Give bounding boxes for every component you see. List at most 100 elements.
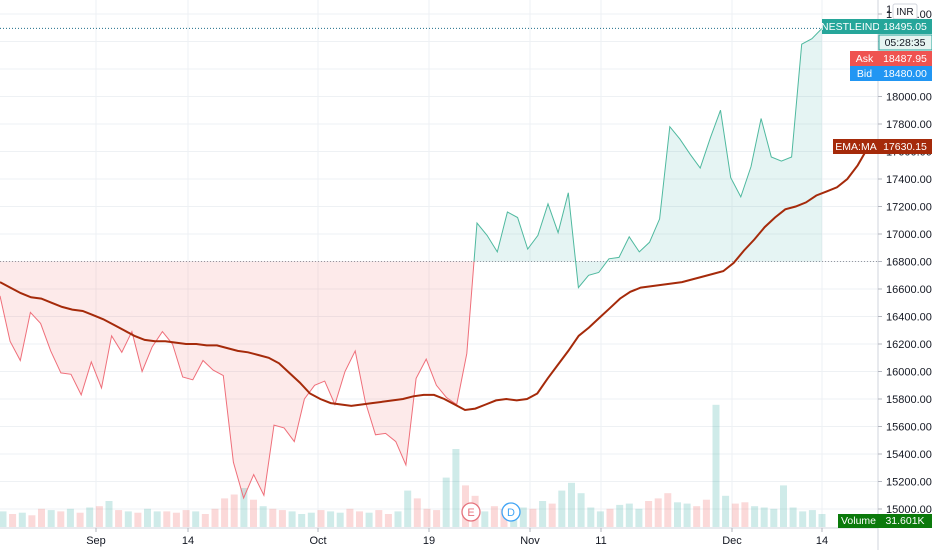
price-tick-label: 16600.00 [886, 284, 932, 296]
price-tick-label: 18000.00 [886, 92, 932, 104]
volume-bar [712, 404, 720, 527]
volume-bar [172, 512, 180, 527]
volume-bar [654, 498, 662, 527]
volume-bar [674, 502, 681, 527]
currency-label: INR [896, 7, 913, 18]
volume-bar [596, 511, 604, 527]
price-tick-label: 15800.00 [886, 394, 932, 406]
volume-bar [818, 514, 826, 527]
volume-bar [606, 508, 614, 527]
volume-bar [124, 511, 132, 527]
volume-bar [664, 493, 672, 527]
volume-bar [201, 514, 209, 527]
ema-tag-value: 17630.15 [883, 141, 927, 153]
volume-tag-label-box [838, 514, 879, 528]
volume-bar [625, 503, 633, 527]
volume-bar [693, 506, 701, 527]
volume-tag-value-box [879, 514, 932, 528]
volume-bar [230, 494, 238, 527]
volume-bar [365, 512, 373, 527]
volume-bar [731, 503, 739, 527]
ask-tag-value-box [879, 51, 932, 66]
volume-bar [356, 511, 363, 527]
volume-bar [423, 508, 431, 527]
volume-bar [741, 502, 749, 527]
ema-line [0, 146, 869, 412]
event-marker-circle[interactable] [501, 502, 521, 522]
volume-bar [384, 514, 392, 527]
time-axis[interactable]: Sep 14 Oct 19 Nov 11 Dec 14 [0, 527, 878, 547]
symbol-tag-label-box [822, 19, 879, 34]
ask-tag-value: 18487.95 [883, 53, 927, 65]
price-area-fill [0, 28, 822, 498]
price-tick-label: 15400.00 [886, 449, 932, 461]
volume-bar [86, 507, 94, 527]
ask-tag-label-box [850, 51, 879, 66]
symbol-tag: NESTLEIND 18495.05 [821, 19, 932, 34]
volume-bar [616, 504, 624, 527]
symbol-tag-value-box [879, 19, 932, 34]
price-tick-label: 15000.00 [886, 504, 932, 516]
volume-bars [0, 404, 826, 527]
time-tick-label: Dec [722, 535, 742, 547]
volume-bar [259, 506, 267, 527]
volume-bar [95, 506, 103, 527]
volume-bar [250, 499, 257, 527]
volume-bar [47, 510, 55, 527]
volume-bar [433, 510, 441, 527]
volume-bar [66, 508, 74, 527]
volume-bar [9, 514, 17, 527]
countdown-tag: 05:28:35 [878, 34, 932, 51]
price-tags: NESTLEIND 18495.05 05:28:35 Ask 18487.95 Bid 1… [821, 19, 932, 528]
volume-bar [529, 508, 537, 527]
price-tick-label: 16200.00 [886, 339, 932, 351]
volume-bar [635, 508, 643, 527]
volume-bar [702, 499, 710, 527]
volume-bar [278, 510, 286, 527]
price-tick-label: 15600.00 [886, 422, 932, 434]
event-marker-d[interactable]: D [501, 502, 521, 522]
bid-tag-value-box [879, 66, 932, 81]
volume-bar [587, 507, 595, 527]
volume-bar [539, 501, 547, 527]
time-tick-label: Sep [86, 535, 106, 547]
volume-bar [394, 511, 402, 527]
price-axis[interactable]: 15000.00 15200.00 15400.00 15600.00 15800.00… [877, 0, 932, 550]
event-marker-label: D [507, 507, 515, 519]
bid-tag-value: 18480.00 [883, 68, 927, 80]
volume-bar [182, 510, 190, 527]
ema-tag-label-box [833, 139, 879, 154]
volume-bar [645, 501, 653, 527]
volume-bar [780, 485, 787, 527]
ema-tag-value-box [879, 139, 932, 154]
volume-bar [134, 512, 142, 527]
volume-bar [568, 482, 575, 527]
volume-bar [288, 511, 296, 527]
event-marker-circle[interactable] [461, 502, 481, 522]
event-marker-label: E [467, 507, 474, 519]
series-lines [0, 28, 869, 500]
volume-bar [57, 511, 65, 527]
volume-bar [298, 514, 306, 527]
price-tick-label: 17200.00 [886, 202, 932, 214]
event-marker-e[interactable]: E [461, 502, 481, 522]
price-tick-label: 17400.00 [886, 174, 932, 186]
ask-tag: Ask 18487.95 [850, 51, 932, 66]
time-tick-label: 14 [182, 535, 194, 547]
bid-tag: Bid 18480.00 [850, 66, 932, 81]
volume-bar [770, 508, 778, 527]
volume-bar [115, 510, 123, 527]
volume-bar [413, 498, 421, 527]
volume-bar [490, 506, 498, 527]
price-tick-label: 16800.00 [886, 257, 932, 269]
volume-bar [346, 508, 354, 527]
volume-tag-value: 31.601K [885, 515, 924, 527]
ema-tag: EMA:MA 17630.15 [833, 139, 932, 154]
volume-bar [481, 511, 489, 527]
countdown-value: 05:28:35 [885, 37, 926, 49]
volume-bar [577, 493, 585, 527]
volume-tag-label: Volume [841, 515, 876, 527]
volume-bar [38, 508, 45, 527]
